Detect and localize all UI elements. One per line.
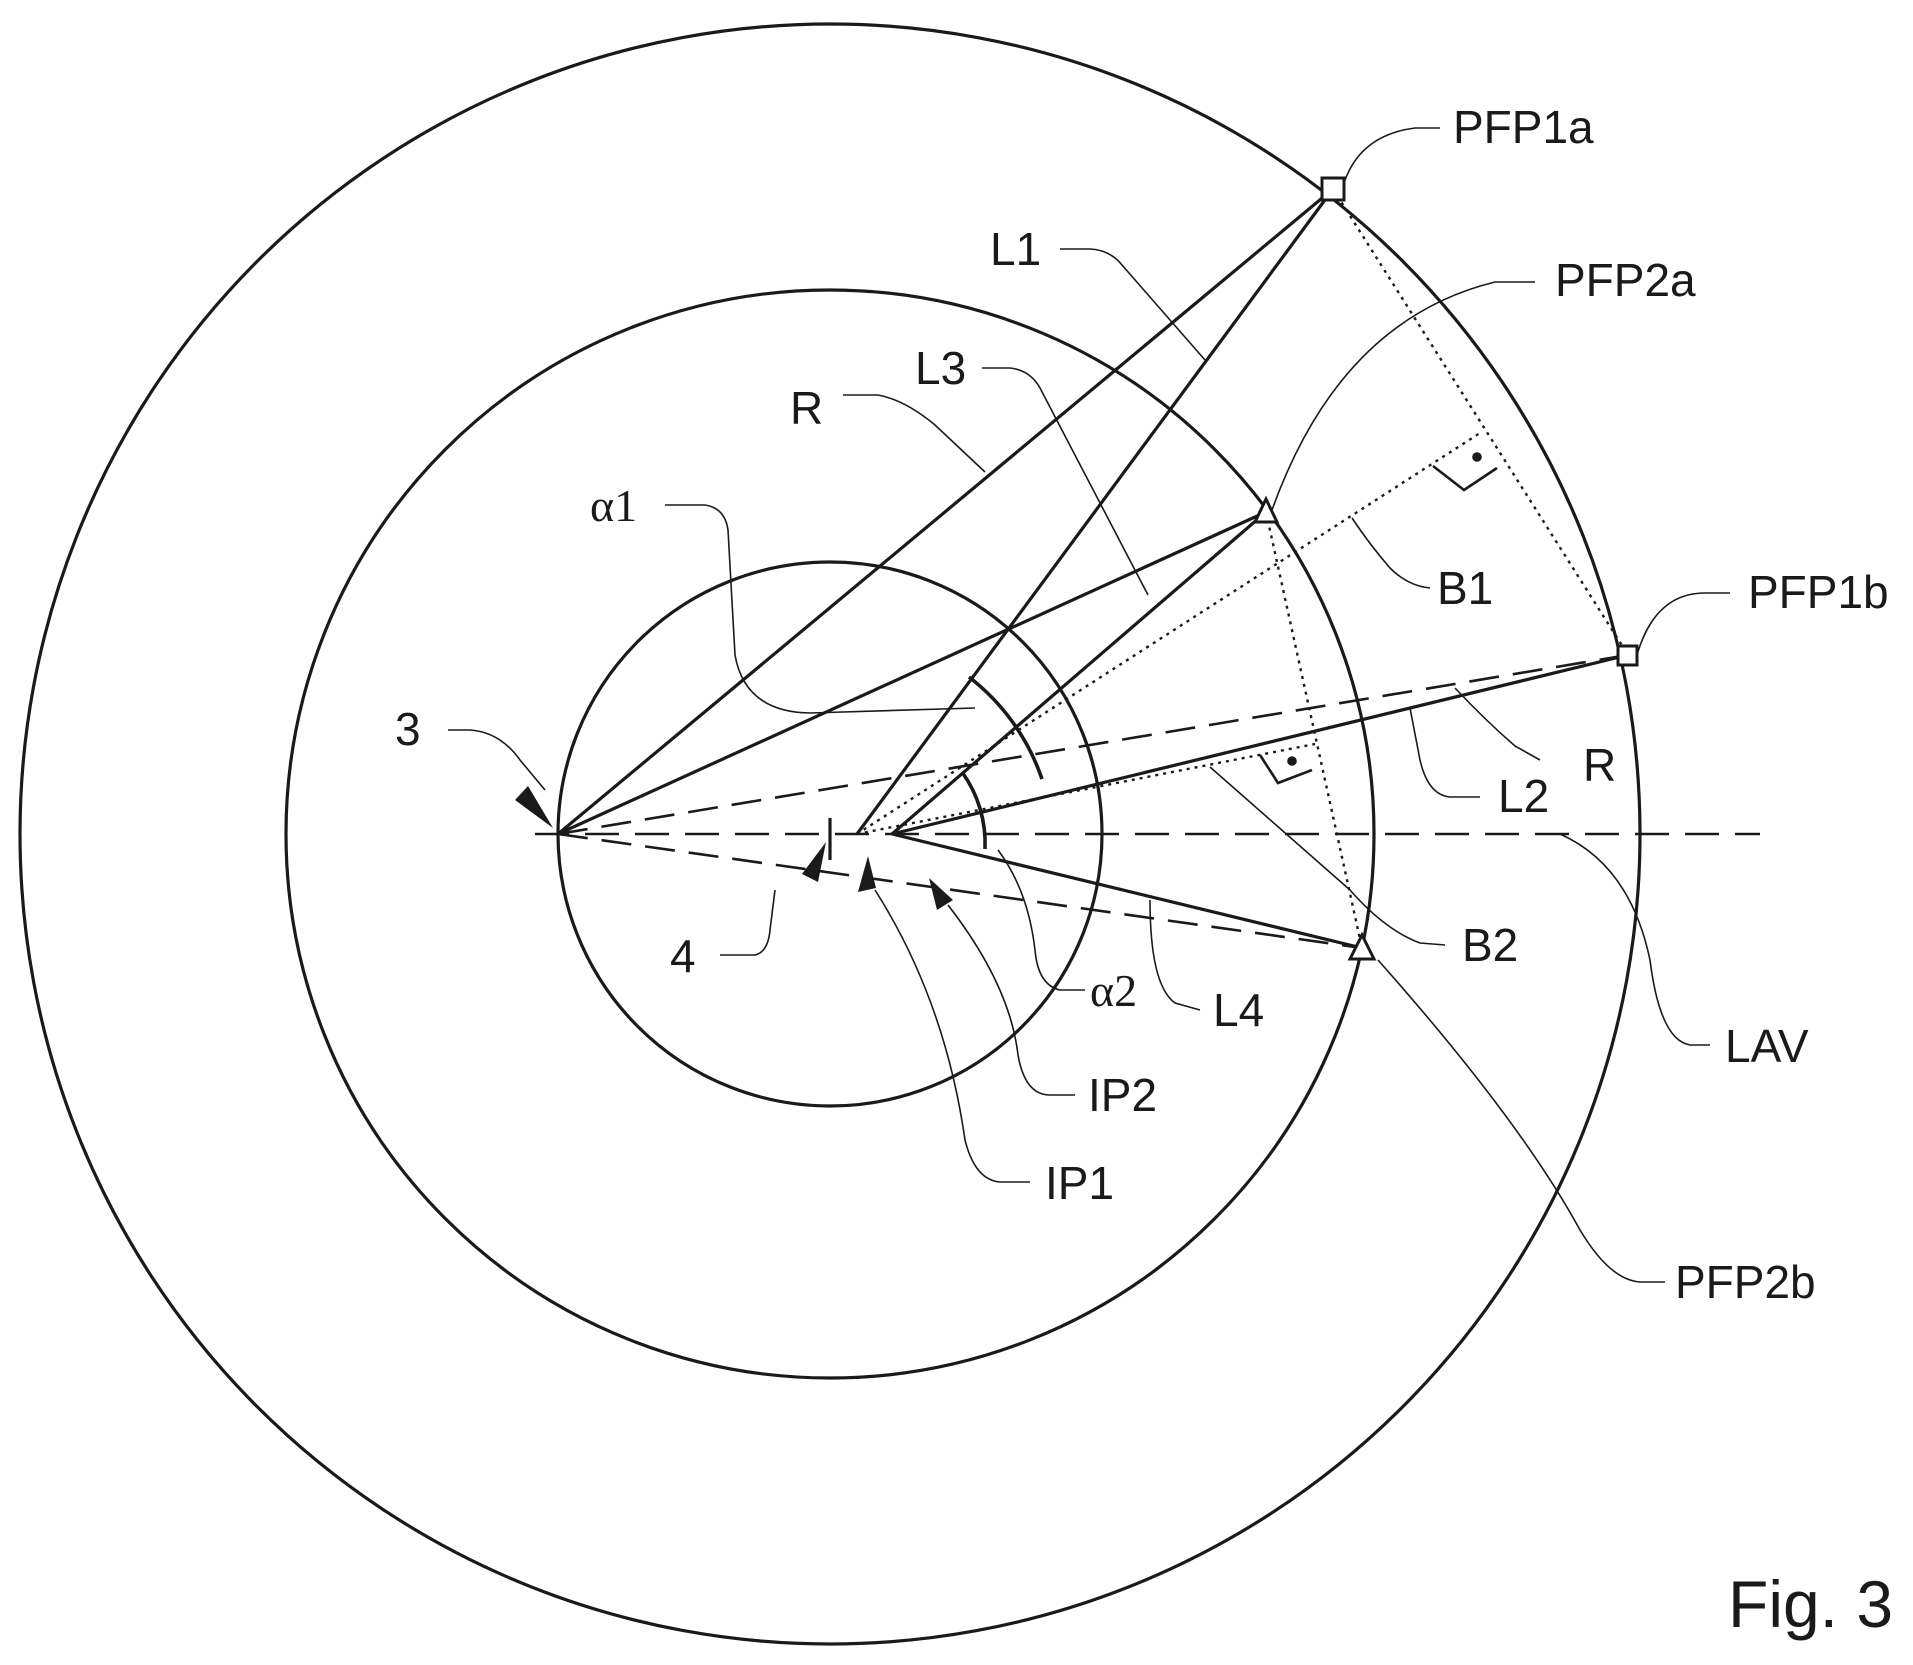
label-b1: B1 bbox=[1437, 562, 1493, 614]
arrow-ip1 bbox=[858, 856, 876, 892]
leader-l1 bbox=[1060, 249, 1205, 360]
label-ip1: IP1 bbox=[1045, 1157, 1114, 1209]
leader-l3 bbox=[982, 368, 1148, 595]
leader-ip1 bbox=[875, 890, 1030, 1182]
label-l3: L3 bbox=[915, 342, 966, 394]
alpha1-arc bbox=[969, 677, 1042, 779]
label-l4: L4 bbox=[1213, 984, 1264, 1036]
line-r-upper bbox=[558, 189, 1333, 834]
right-angle-symbol bbox=[1433, 466, 1497, 490]
arrow-ref3 bbox=[515, 786, 553, 828]
label-alpha2: α2 bbox=[1090, 965, 1137, 1016]
arrow-ip2 bbox=[929, 878, 953, 910]
pfp1b-square-marker bbox=[1618, 646, 1637, 665]
pfp2a-triangle-marker bbox=[1255, 499, 1277, 522]
label-pfp1b: PFP1b bbox=[1748, 566, 1889, 618]
leader-pfp2a bbox=[1272, 282, 1535, 510]
leader-ref4 bbox=[720, 890, 775, 955]
leader-lav bbox=[1560, 834, 1710, 1045]
label-l2: L2 bbox=[1498, 770, 1549, 822]
label-b2: B2 bbox=[1462, 919, 1518, 971]
right-angle-symbol bbox=[1260, 755, 1312, 783]
pfp1a-square-marker bbox=[1322, 178, 1344, 200]
label-r-upper: R bbox=[790, 382, 823, 434]
leader-alpha1 bbox=[665, 505, 975, 713]
label-l1: L1 bbox=[990, 223, 1041, 275]
line-l3 bbox=[892, 512, 1266, 834]
right-angle-dot bbox=[1289, 758, 1296, 765]
dotted-bisector-b1 bbox=[857, 433, 1480, 834]
label-pfp1a: PFP1a bbox=[1453, 101, 1594, 153]
line-to-pfp2a-from-3 bbox=[558, 512, 1266, 834]
leader-pfp1b bbox=[1637, 593, 1730, 655]
right-angle-dot bbox=[1474, 454, 1481, 461]
leader-pfp1a bbox=[1344, 128, 1440, 183]
label-r-lower: R bbox=[1583, 739, 1616, 791]
label-alpha1: α1 bbox=[590, 480, 637, 531]
label-lav: LAV bbox=[1725, 1020, 1809, 1072]
label-pfp2a: PFP2a bbox=[1555, 254, 1696, 306]
leader-r-lower bbox=[1455, 688, 1540, 760]
leader-b1 bbox=[1352, 518, 1430, 588]
label-ref4: 4 bbox=[670, 930, 696, 982]
label-ref3: 3 bbox=[395, 703, 421, 755]
leader-l2 bbox=[1410, 708, 1480, 797]
label-ip2: IP2 bbox=[1088, 1069, 1157, 1121]
point-markers bbox=[830, 178, 1637, 959]
leader-ref3 bbox=[448, 730, 545, 790]
leader-ip2 bbox=[948, 905, 1075, 1095]
arrow-ref4 bbox=[802, 842, 826, 882]
right-angle-symbols bbox=[1260, 454, 1497, 784]
figure-label: Fig. 3 bbox=[1728, 1567, 1893, 1641]
leader-l4 bbox=[1150, 900, 1200, 1010]
alpha2-arc bbox=[962, 772, 985, 849]
label-pfp2b: PFP2b bbox=[1675, 1256, 1816, 1308]
leader-r-upper bbox=[843, 395, 985, 472]
